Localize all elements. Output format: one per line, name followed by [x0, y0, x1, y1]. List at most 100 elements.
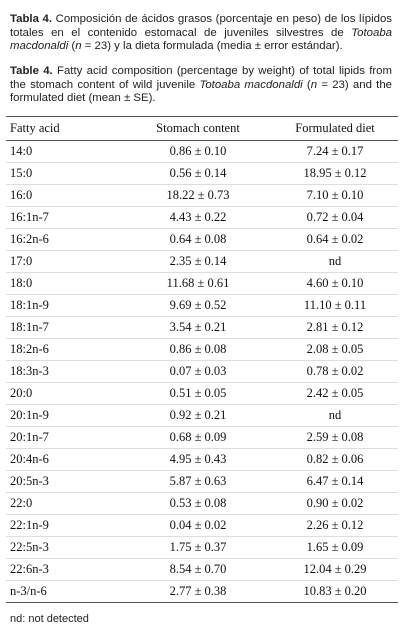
table-cell: 0.04 ± 0.02: [169, 518, 227, 532]
table-cell: 2.35 ± 0.14: [169, 254, 227, 268]
data-table: Fatty acid Stomach content Formulated di…: [6, 116, 398, 603]
table-row: 18:1n-9 9.69 ± 0.52 11.10 ± 0.11: [6, 295, 398, 317]
table-row: 20:1n-7 0.68 ± 0.09 2.59 ± 0.08: [6, 427, 398, 449]
table-cell: 7.24 ± 0.17: [306, 144, 364, 158]
table-row: 20:5n-3 5.87 ± 0.63 6.47 ± 0.14: [6, 471, 398, 493]
table-cell: nd: [328, 408, 342, 422]
table-cell: 0.68 ± 0.09: [169, 430, 227, 444]
table-cell: 14:0: [10, 144, 33, 158]
table-cell: 12.04 ± 0.29: [303, 562, 367, 576]
table-row: 22:1n-9 0.04 ± 0.02 2.26 ± 0.12: [6, 515, 398, 537]
caption-english: Table 4. Fatty acid composition (percent…: [10, 65, 392, 106]
caption-spanish: Tabla 4. Composición de ácidos grasos (p…: [10, 13, 392, 54]
table-cell: 3.54 ± 0.21: [169, 320, 227, 334]
table-cell: 17:0: [10, 254, 33, 268]
table-cell: 0.07 ± 0.03: [169, 364, 227, 378]
table-cell: 11.10 ± 0.11: [303, 298, 367, 312]
table-cell: 0.72 ± 0.04: [306, 210, 364, 224]
table-cell: 4.95 ± 0.43: [169, 452, 227, 466]
table-cell: nd: [328, 254, 342, 268]
table-cell: 18:1n-9: [10, 298, 49, 312]
caption-text: Composición de ácidos grasos (porcentaje…: [10, 13, 392, 39]
table-header: Fatty acid Stomach content Formulated di…: [6, 116, 398, 141]
table-cell: 20:1n-7: [10, 430, 49, 444]
table-cell: 4.43 ± 0.22: [169, 210, 227, 224]
table-cell: 0.90 ± 0.02: [306, 496, 364, 510]
species-name: Totoaba macdonaldi: [199, 78, 303, 91]
table-cell: 18:1n-7: [10, 320, 49, 334]
table-cell: 7.10 ± 0.10: [306, 188, 364, 202]
caption-text: = 23) and the formulated diet (mean ± SE…: [10, 78, 392, 105]
table-cell: 0.82 ± 0.06: [306, 452, 364, 466]
caption-text: (: [302, 78, 311, 91]
table-row: n-3/n-6 2.77 ± 0.38 10.83 ± 0.20: [6, 581, 398, 603]
table-cell: 0.56 ± 0.14: [169, 166, 227, 180]
table-cell: 18:3n-3: [10, 364, 49, 378]
table-row: 18:1n-7 3.54 ± 0.21 2.81 ± 0.12: [6, 317, 398, 339]
table-cell: 22:5n-3: [10, 540, 49, 554]
table-cell: 9.69 ± 0.52: [169, 298, 227, 312]
table-row: 16:0 18.22 ± 0.73 7.10 ± 0.10: [6, 185, 398, 207]
table-cell: 4.60 ± 0.10: [306, 276, 364, 290]
table-body: 14:0 0.86 ± 0.10 7.24 ± 0.17 15:0 0.56 ± 0.1…: [6, 141, 398, 603]
header-cell: Fatty acid: [10, 121, 60, 135]
table-cell: 0.78 ± 0.02: [306, 364, 364, 378]
caption-text: Fatty acid composition (percentage by we…: [10, 65, 392, 91]
table-cell: 20:0: [10, 386, 33, 400]
table-cell: 2.77 ± 0.38: [169, 584, 227, 598]
table-row: 16:2n-6 0.64 ± 0.08 0.64 ± 0.02: [6, 229, 398, 251]
header-cell: Formulated diet: [295, 121, 375, 135]
table-row: 20:1n-9 0.92 ± 0.21 nd: [6, 405, 398, 427]
table-cell: 22:1n-9: [10, 518, 49, 532]
sample-symbol: n: [310, 78, 318, 91]
table-cell: 2.08 ± 0.05: [306, 342, 364, 356]
caption-label: Table 4.: [10, 65, 53, 77]
table-row: 18:3n-3 0.07 ± 0.03 0.78 ± 0.02: [6, 361, 398, 383]
table-cell: 2.59 ± 0.08: [306, 430, 364, 444]
table-row: 22:6n-3 8.54 ± 0.70 12.04 ± 0.29: [6, 559, 398, 581]
table-row: 15:0 0.56 ± 0.14 18.95 ± 0.12: [6, 163, 398, 185]
table-row: 20:0 0.51 ± 0.05 2.42 ± 0.05: [6, 383, 398, 405]
table-cell: 0.64 ± 0.08: [169, 232, 227, 246]
table-cell: 16:1n-7: [10, 210, 49, 224]
table-cell: 22:6n-3: [10, 562, 49, 576]
table-cell: 1.65 ± 0.09: [306, 540, 364, 554]
caption-text: = 23) y la dieta formulada (media ± erro…: [81, 40, 343, 52]
sample-symbol: n: [75, 40, 82, 52]
table-cell: 22:0: [10, 496, 33, 510]
table-row: 22:0 0.53 ± 0.08 0.90 ± 0.02: [6, 493, 398, 515]
table-cell: 0.86 ± 0.08: [169, 342, 227, 356]
table-cell: 16:0: [10, 188, 33, 202]
table-cell: 16:2n-6: [10, 232, 49, 246]
footnote: nd: not detected: [10, 613, 89, 625]
table-cell: 18.22 ± 0.73: [166, 188, 230, 202]
table-cell: 11.68 ± 0.61: [166, 276, 230, 290]
table-cell: 10.83 ± 0.20: [303, 584, 367, 598]
table-cell: 0.86 ± 0.10: [169, 144, 227, 158]
table-cell: 20:4n-6: [10, 452, 49, 466]
table-cell: 8.54 ± 0.70: [169, 562, 227, 576]
table-row: 20:4n-6 4.95 ± 0.43 0.82 ± 0.06: [6, 449, 398, 471]
table-row: 14:0 0.86 ± 0.10 7.24 ± 0.17: [6, 141, 398, 163]
table-cell: 6.47 ± 0.14: [306, 474, 364, 488]
table-cell: 5.87 ± 0.63: [169, 474, 227, 488]
table-cell: 2.42 ± 0.05: [306, 386, 364, 400]
table-cell: 18:0: [10, 276, 33, 290]
table-row: 16:1n-7 4.43 ± 0.22 0.72 ± 0.04: [6, 207, 398, 229]
header-cell: Stomach content: [156, 121, 240, 135]
table-cell: 18.95 ± 0.12: [303, 166, 367, 180]
table-cell: 0.53 ± 0.08: [169, 496, 227, 510]
table-cell: 0.51 ± 0.05: [169, 386, 227, 400]
table-row: 22:5n-3 1.75 ± 0.37 1.65 ± 0.09: [6, 537, 398, 559]
table-cell: 20:1n-9: [10, 408, 49, 422]
species-name: Totoaba macdonaldi: [10, 26, 392, 53]
table-cell: 2.26 ± 0.12: [306, 518, 364, 532]
table-row: 17:0 2.35 ± 0.14 nd: [6, 251, 398, 273]
table-cell: 0.92 ± 0.21: [169, 408, 227, 422]
caption-text: (: [68, 40, 76, 52]
table-cell: 0.64 ± 0.02: [306, 232, 364, 246]
caption-label: Tabla 4.: [10, 13, 53, 25]
table-row: 18:2n-6 0.86 ± 0.08 2.08 ± 0.05: [6, 339, 398, 361]
table-cell: 2.81 ± 0.12: [306, 320, 364, 334]
